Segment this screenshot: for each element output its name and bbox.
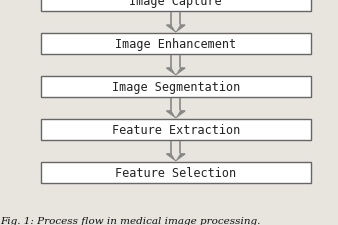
Polygon shape — [172, 111, 179, 117]
Polygon shape — [166, 111, 185, 118]
FancyBboxPatch shape — [41, 0, 311, 12]
FancyBboxPatch shape — [41, 76, 311, 98]
FancyBboxPatch shape — [41, 162, 311, 183]
Text: Feature Extraction: Feature Extraction — [112, 124, 240, 136]
Polygon shape — [172, 154, 179, 160]
Text: Fig. 1: Process flow in medical image processing.: Fig. 1: Process flow in medical image pr… — [0, 216, 260, 225]
Polygon shape — [172, 68, 179, 74]
FancyBboxPatch shape — [41, 119, 311, 141]
Polygon shape — [166, 69, 185, 75]
Polygon shape — [166, 26, 185, 33]
Polygon shape — [166, 154, 185, 161]
Text: Image Enhancement: Image Enhancement — [115, 38, 236, 51]
Text: Image Capture: Image Capture — [129, 0, 222, 8]
Text: Image Segmentation: Image Segmentation — [112, 81, 240, 94]
Text: Feature Selection: Feature Selection — [115, 166, 236, 179]
Polygon shape — [172, 26, 179, 32]
FancyBboxPatch shape — [41, 34, 311, 55]
